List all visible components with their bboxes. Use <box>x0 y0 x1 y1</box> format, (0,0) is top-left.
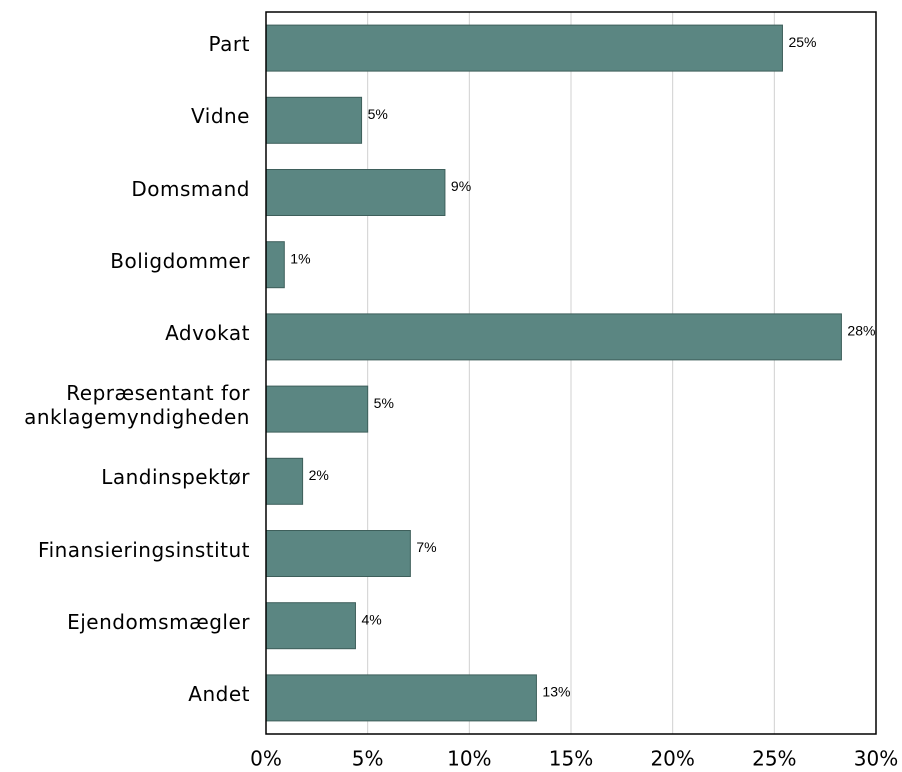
x-tick-label: 25% <box>752 747 796 771</box>
x-tick-label: 0% <box>250 747 282 771</box>
x-tick-label: 15% <box>549 747 593 771</box>
x-tick-label: 30% <box>854 747 898 771</box>
y-tick-label: Landinspektør <box>101 465 250 490</box>
value-label: 2% <box>309 467 329 483</box>
y-tick-label: Repræsentant for anklagemyndigheden <box>24 381 250 430</box>
y-tick-label: Andet <box>188 681 250 706</box>
y-tick-label: Boligdommer <box>110 248 250 273</box>
value-label: 9% <box>451 178 471 194</box>
bar <box>265 674 537 722</box>
value-label: 1% <box>290 250 310 266</box>
y-tick-label: Vidne <box>191 104 250 129</box>
y-tick-label: Domsmand <box>131 176 250 201</box>
value-label: 25% <box>788 34 816 50</box>
y-tick-label: Part <box>208 32 250 57</box>
bar <box>265 602 356 650</box>
value-label: 5% <box>368 106 388 122</box>
value-label: 7% <box>416 539 436 555</box>
bar <box>265 530 411 577</box>
value-label: 4% <box>361 611 381 627</box>
value-label: 5% <box>374 395 394 411</box>
value-label: 13% <box>542 684 570 700</box>
bar <box>265 241 285 289</box>
x-tick-label: 20% <box>650 747 694 771</box>
y-tick-label: Finansieringsinstitut <box>38 537 250 562</box>
bar <box>265 385 369 433</box>
value-label: 28% <box>847 323 875 339</box>
x-tick-label: 5% <box>352 747 384 771</box>
bar <box>265 313 842 361</box>
y-tick-label: Advokat <box>165 320 250 345</box>
x-tick-label: 10% <box>447 747 491 771</box>
bar <box>265 96 363 144</box>
plot-frame <box>265 11 877 735</box>
y-tick-label: Ejendomsmægler <box>67 609 250 634</box>
bar <box>265 169 446 216</box>
bar <box>265 24 783 72</box>
bar <box>265 457 304 505</box>
